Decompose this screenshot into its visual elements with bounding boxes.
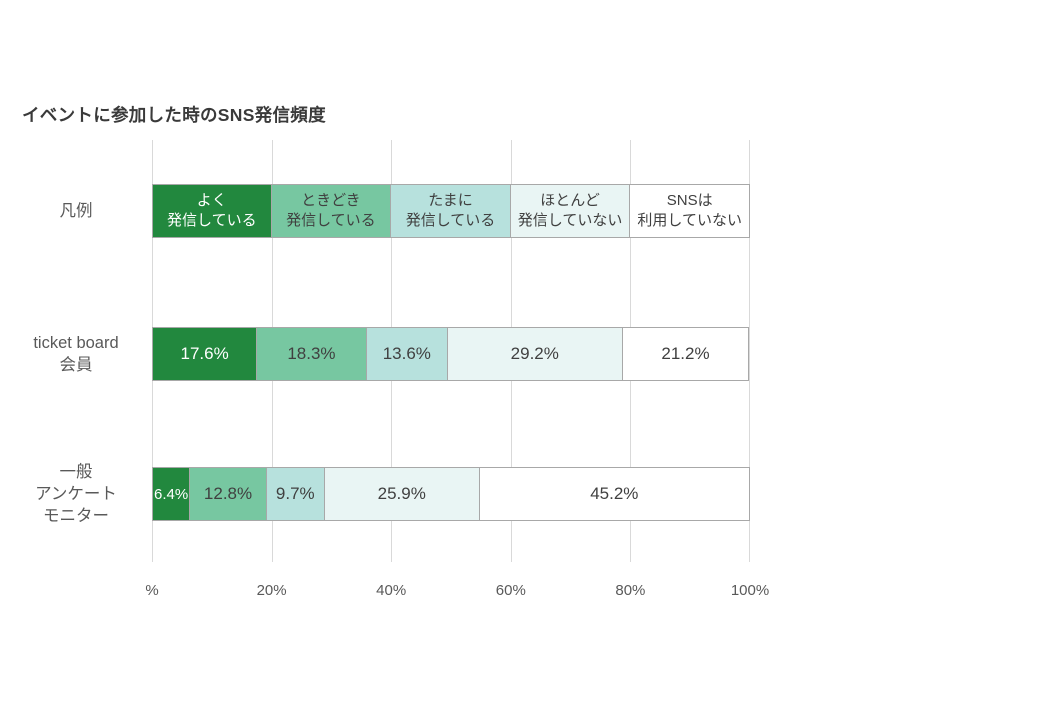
legend-item-line: 発信していない xyxy=(517,212,623,229)
legend-item-line: よく xyxy=(196,192,227,210)
bar-segment: 6.4% xyxy=(152,467,191,521)
row-label-ticket-board: ticket board 会員 xyxy=(4,332,148,376)
legend-item-no-sns: SNSは 利用していない xyxy=(630,184,750,238)
legend-item-line: ときどき xyxy=(301,192,361,210)
legend-item-line: 発信している xyxy=(286,212,376,229)
x-axis-tick-label: 80% xyxy=(615,582,646,599)
segment-value-label: 13.6% xyxy=(382,344,431,363)
plot-area: よく 発信している ときどき 発信している たまに 発信している ほとんど 発信… xyxy=(152,140,750,562)
legend-item-line: たまに xyxy=(428,192,473,210)
bar-segment: 17.6% xyxy=(152,327,258,381)
row-label-line: モニター xyxy=(43,507,109,525)
x-axis-tick-label: % xyxy=(145,582,159,599)
row-label-line: 一般 xyxy=(59,463,93,481)
legend-item-rarely: ほとんど 発信していない xyxy=(510,184,631,238)
legend-item-line: 発信している xyxy=(167,212,257,229)
bar-segment: 12.8% xyxy=(190,467,267,521)
row-label-line: 会員 xyxy=(59,356,93,374)
x-axis-tick-label: 40% xyxy=(376,582,407,599)
legend-item-line: 発信している xyxy=(405,212,496,229)
bar-segment: 13.6% xyxy=(366,327,448,381)
bar-ticket-board: 17.6% 18.3% 13.6% 29.2% 21.2% xyxy=(152,327,750,381)
row-label-line: ticket board xyxy=(33,334,119,352)
x-axis: % 20% 40% 60% 80% 100% xyxy=(145,582,769,604)
segment-value-label: 29.2% xyxy=(510,344,559,363)
segment-value-label: 18.3% xyxy=(287,344,336,363)
legend-item-sometimes: ときどき 発信している xyxy=(271,184,392,238)
x-axis-tick-label: 20% xyxy=(256,582,287,599)
bar-segment: 9.7% xyxy=(266,467,325,521)
segment-value-label: 25.9% xyxy=(377,484,426,503)
segment-value-label: 12.8% xyxy=(203,484,253,503)
bar-segment: 29.2% xyxy=(447,327,623,381)
legend-item-often: よく 発信している xyxy=(152,184,272,238)
x-axis-tick-label: 100% xyxy=(730,582,770,599)
segment-value-label: 45.2% xyxy=(590,484,639,503)
legend-row-label-text: 凡例 xyxy=(59,202,93,220)
legend-item-line: 利用していない xyxy=(637,212,742,229)
gridline xyxy=(749,140,750,562)
legend-bar: よく 発信している ときどき 発信している たまに 発信している ほとんど 発信… xyxy=(152,184,750,238)
bar-segment: 25.9% xyxy=(324,467,480,521)
segment-value-label: 17.6% xyxy=(180,344,229,363)
legend-row-label: 凡例 xyxy=(4,200,148,222)
chart-title: イベントに参加した時のSNS発信頻度 xyxy=(22,105,326,125)
legend-item-occasionally: たまに 発信している xyxy=(391,184,511,238)
segment-value-label: 21.2% xyxy=(661,344,710,363)
legend-item-line: SNSは xyxy=(666,192,713,210)
row-label-general-monitor: 一般 アンケート モニター xyxy=(4,461,148,527)
segment-value-label: 9.7% xyxy=(275,484,315,503)
bar-general-monitor: 6.4% 12.8% 9.7% 25.9% 45.2% xyxy=(152,467,750,521)
bar-segment: 21.2% xyxy=(622,327,750,381)
x-axis-tick-label: 60% xyxy=(495,582,526,599)
segment-value-label: 6.4% xyxy=(154,485,189,503)
bar-segment: 18.3% xyxy=(257,327,367,381)
row-label-line: アンケート xyxy=(35,485,117,503)
legend-item-line: ほとんど xyxy=(540,192,600,210)
bar-segment: 45.2% xyxy=(479,467,750,521)
